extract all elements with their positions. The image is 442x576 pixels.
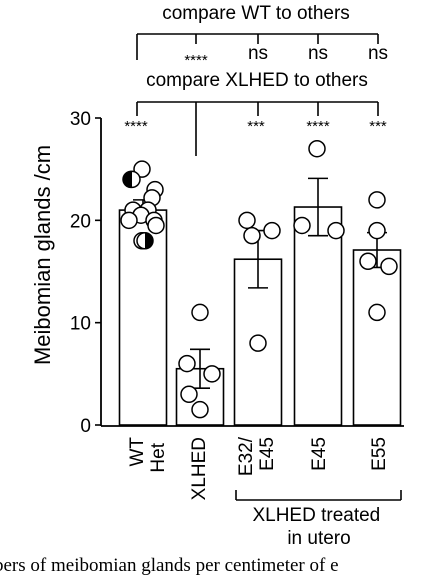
data-point: [191, 303, 209, 322]
comparison-bracket-wt: [136, 33, 379, 60]
figure-caption: bers of meibomian glands per centimeter …: [0, 555, 339, 576]
x-label-e32: E32/: [236, 436, 257, 476]
x-label-xlhed: XLHED: [189, 437, 210, 500]
comparison-title-wt: compare WT to others: [162, 3, 350, 24]
data-point: [178, 354, 196, 373]
y-tick-label: 20: [70, 211, 91, 232]
sig-mark-xlhed-e45: ****: [306, 118, 330, 135]
het-data-point-fill: [145, 232, 153, 249]
data-point: [380, 257, 398, 276]
y-tick-label: 0: [80, 416, 91, 437]
data-point: [327, 221, 345, 240]
data-point: [147, 216, 165, 235]
y-tick-label: 10: [70, 314, 91, 335]
sig-mark-wt-xlhed: ****: [184, 52, 208, 69]
data-point: [203, 365, 221, 383]
bar: [293, 206, 343, 426]
data-point: [263, 221, 281, 240]
sig-mark-wt-e55: ns: [368, 43, 388, 64]
y-tick-label: 30: [70, 109, 91, 130]
bars: [118, 206, 402, 426]
data-point: [238, 211, 256, 230]
data-point: [243, 226, 261, 245]
data-point: [368, 191, 386, 209]
data-points: [120, 139, 398, 419]
sig-mark-wt-e45: ns: [308, 43, 328, 64]
bar: [352, 249, 402, 426]
treated-group-bracket: [235, 490, 402, 501]
x-label-e45-combined: E45: [257, 437, 278, 471]
sig-mark-wt-e32: ns: [248, 43, 268, 64]
data-point: [120, 211, 138, 230]
treated-group-label: XLHED treated in utero: [252, 505, 385, 549]
x-label-e55: E55: [369, 437, 390, 471]
comparison-title-xlhed: compare XLHED to others: [146, 70, 368, 91]
x-label-wt: WT: [127, 437, 148, 467]
sig-mark-xlhed-e32: ***: [247, 118, 265, 135]
y-axis-title: Meibomian glands /cm: [30, 145, 55, 365]
data-point: [180, 385, 198, 404]
axes: [100, 118, 404, 427]
het-data-point-fill: [124, 171, 132, 188]
data-point: [359, 252, 377, 271]
sig-mark-xlhed-wt: ****: [124, 118, 148, 135]
data-point: [368, 303, 386, 322]
data-point: [368, 221, 386, 240]
comparison-bracket-xlhed: [136, 101, 379, 156]
x-label-het: Het: [148, 442, 169, 472]
data-point: [191, 400, 209, 419]
treated-group-label-line-1: XLHED treated: [252, 505, 380, 526]
sig-mark-xlhed-e55: ***: [369, 118, 387, 135]
data-point: [293, 216, 311, 235]
x-label-e45: E45: [309, 437, 330, 471]
data-point: [308, 139, 326, 158]
treated-group-label-line-2: in utero: [287, 528, 350, 549]
data-point: [249, 334, 267, 352]
y-axis-ticks: 0 10 20 30: [70, 109, 101, 437]
